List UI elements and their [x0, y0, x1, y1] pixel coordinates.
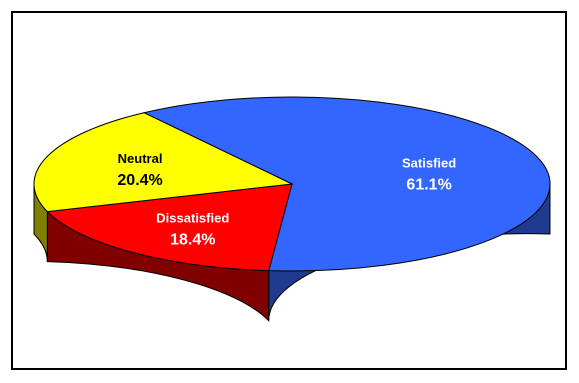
- slice-neutral: [33, 112, 294, 213]
- slice-value-satisfied: 61.1%: [406, 177, 451, 194]
- slice-value-neutral: 20.4%: [117, 172, 162, 189]
- slice-dissatisfied: [46, 183, 293, 272]
- slice-satisfied: [142, 96, 551, 272]
- pie-slices: [33, 96, 551, 272]
- slice-label-neutral: Neutral: [118, 151, 163, 166]
- slice-label-dissatisfied: Dissatisfied: [156, 210, 229, 225]
- pie-labels: Satisfied 61.1% Dissatisfied 18.4% Neutral 20…: [117, 151, 456, 248]
- slice-value-dissatisfied: 18.4%: [170, 231, 215, 248]
- slice-label-satisfied: Satisfied: [402, 156, 456, 171]
